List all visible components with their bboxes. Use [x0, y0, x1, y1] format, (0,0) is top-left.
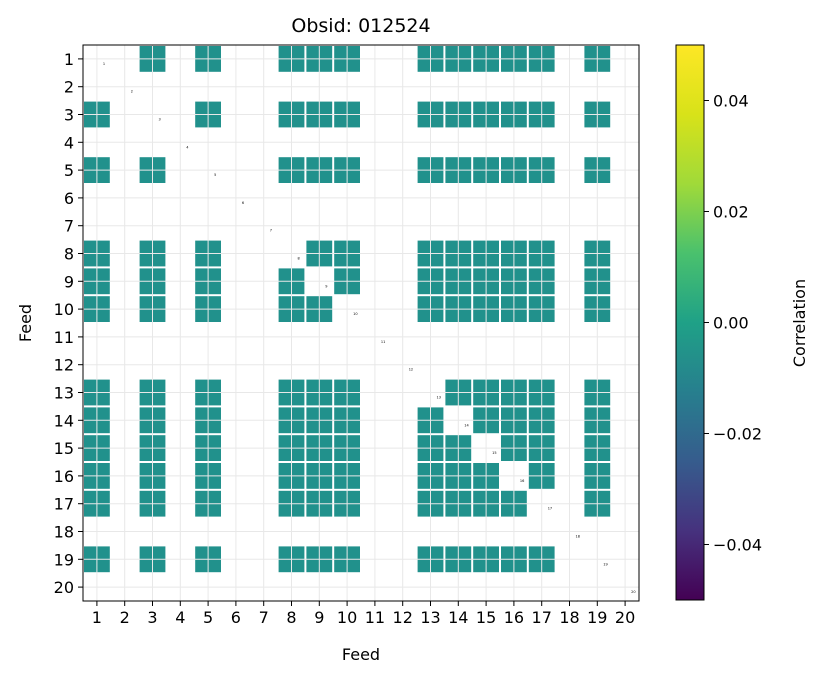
colorbar-tick-label: −0.04 [713, 536, 762, 555]
y-tick-label: 17 [54, 495, 74, 514]
colorbar-tick-label: 0.04 [713, 92, 749, 111]
y-tick-label: 12 [54, 356, 74, 375]
x-tick-label: 2 [120, 608, 130, 627]
y-tick-label: 18 [54, 523, 74, 542]
x-tick-label: 4 [175, 608, 185, 627]
diagonal-label: 17 [548, 507, 552, 511]
diagonal-label: 8 [298, 257, 300, 261]
x-tick-label: 18 [559, 608, 579, 627]
colorbar: −0.04 −0.02 0.00 0.02 0.04 Correlation [675, 44, 809, 601]
x-tick-label: 15 [476, 608, 496, 627]
y-tick-label: 10 [54, 300, 74, 319]
y-tick-label: 2 [64, 78, 74, 97]
x-tick-label: 7 [259, 608, 269, 627]
x-tick-label: 11 [365, 608, 385, 627]
y-tick-label: 9 [64, 272, 74, 291]
y-tick-label: 16 [54, 467, 74, 486]
colorbar-tick-label: −0.02 [713, 425, 762, 444]
x-tick-label: 10 [337, 608, 357, 627]
x-tick-label: 5 [203, 608, 213, 627]
diagonal-label: 6 [242, 201, 244, 205]
diagonal-label: 16 [520, 479, 524, 483]
y-tick-label: 13 [54, 384, 74, 403]
diagonal-label: 7 [270, 229, 272, 233]
x-tick-label: 3 [147, 608, 157, 627]
diagonal-label: 15 [492, 451, 496, 455]
y-tick-label: 8 [64, 245, 74, 264]
diagonal-label: 18 [576, 535, 580, 539]
y-tick-label: 19 [54, 550, 74, 569]
y-tick-label: 6 [64, 189, 74, 208]
plot-background [83, 45, 639, 601]
plot-frame [82, 44, 640, 602]
y-tick-label: 15 [54, 439, 74, 458]
diagonal-label: 5 [214, 173, 216, 177]
colorbar-label: Correlation [790, 279, 809, 367]
diagonal-label: 13 [437, 396, 441, 400]
diagonal-label: 1 [103, 62, 105, 66]
diagonal-label: 4 [186, 145, 189, 149]
x-tick-label: 13 [420, 608, 440, 627]
diagonal-label: 20 [631, 590, 635, 594]
diagonal-label: 11 [381, 340, 385, 344]
grid-lines [83, 45, 639, 601]
diagonal-label: 14 [464, 423, 469, 427]
chart-title: Obsid: 012524 [291, 15, 430, 37]
colorbar-tick-label: 0.00 [713, 314, 749, 333]
y-tick-label: 7 [64, 217, 74, 236]
y-axis-label: Feed [16, 304, 35, 342]
y-tick-label: 1 [64, 50, 74, 69]
y-tick-label: 14 [54, 411, 74, 430]
y-tick-label: 3 [64, 106, 74, 125]
x-tick-label: 12 [393, 608, 413, 627]
x-tick-label: 20 [615, 608, 635, 627]
y-tick-label: 4 [64, 133, 74, 152]
diagonal-label: 9 [325, 284, 327, 288]
x-tick-label: 16 [504, 608, 524, 627]
x-tick-label: 17 [532, 608, 552, 627]
diagonal-label: 2 [131, 90, 133, 94]
colorbar-ticks: −0.04 −0.02 0.00 0.02 0.04 [704, 92, 762, 555]
colorbar-gradient [675, 44, 705, 601]
x-tick-label: 9 [314, 608, 324, 627]
diagonal-label: 19 [603, 562, 607, 566]
x-axis-label: Feed [342, 645, 380, 664]
diagonal-label: 12 [409, 368, 413, 372]
x-tick-label: 8 [286, 608, 296, 627]
colorbar-tick-label: 0.02 [713, 203, 749, 222]
x-tick-label: 19 [587, 608, 607, 627]
x-tick-label: 6 [231, 608, 241, 627]
x-tick-label: 1 [92, 608, 102, 627]
diagonal-label: 10 [353, 312, 357, 316]
y-tick-label: 5 [64, 161, 74, 180]
y-tick-label: 20 [54, 578, 74, 597]
x-tick-label: 14 [448, 608, 468, 627]
diagonal-label: 3 [159, 118, 161, 122]
x-axis-ticks: 1 2 3 4 5 6 7 8 9 10 11 12 13 14 15 16 17 18 19 20 [92, 601, 635, 627]
y-tick-label: 11 [54, 328, 74, 347]
